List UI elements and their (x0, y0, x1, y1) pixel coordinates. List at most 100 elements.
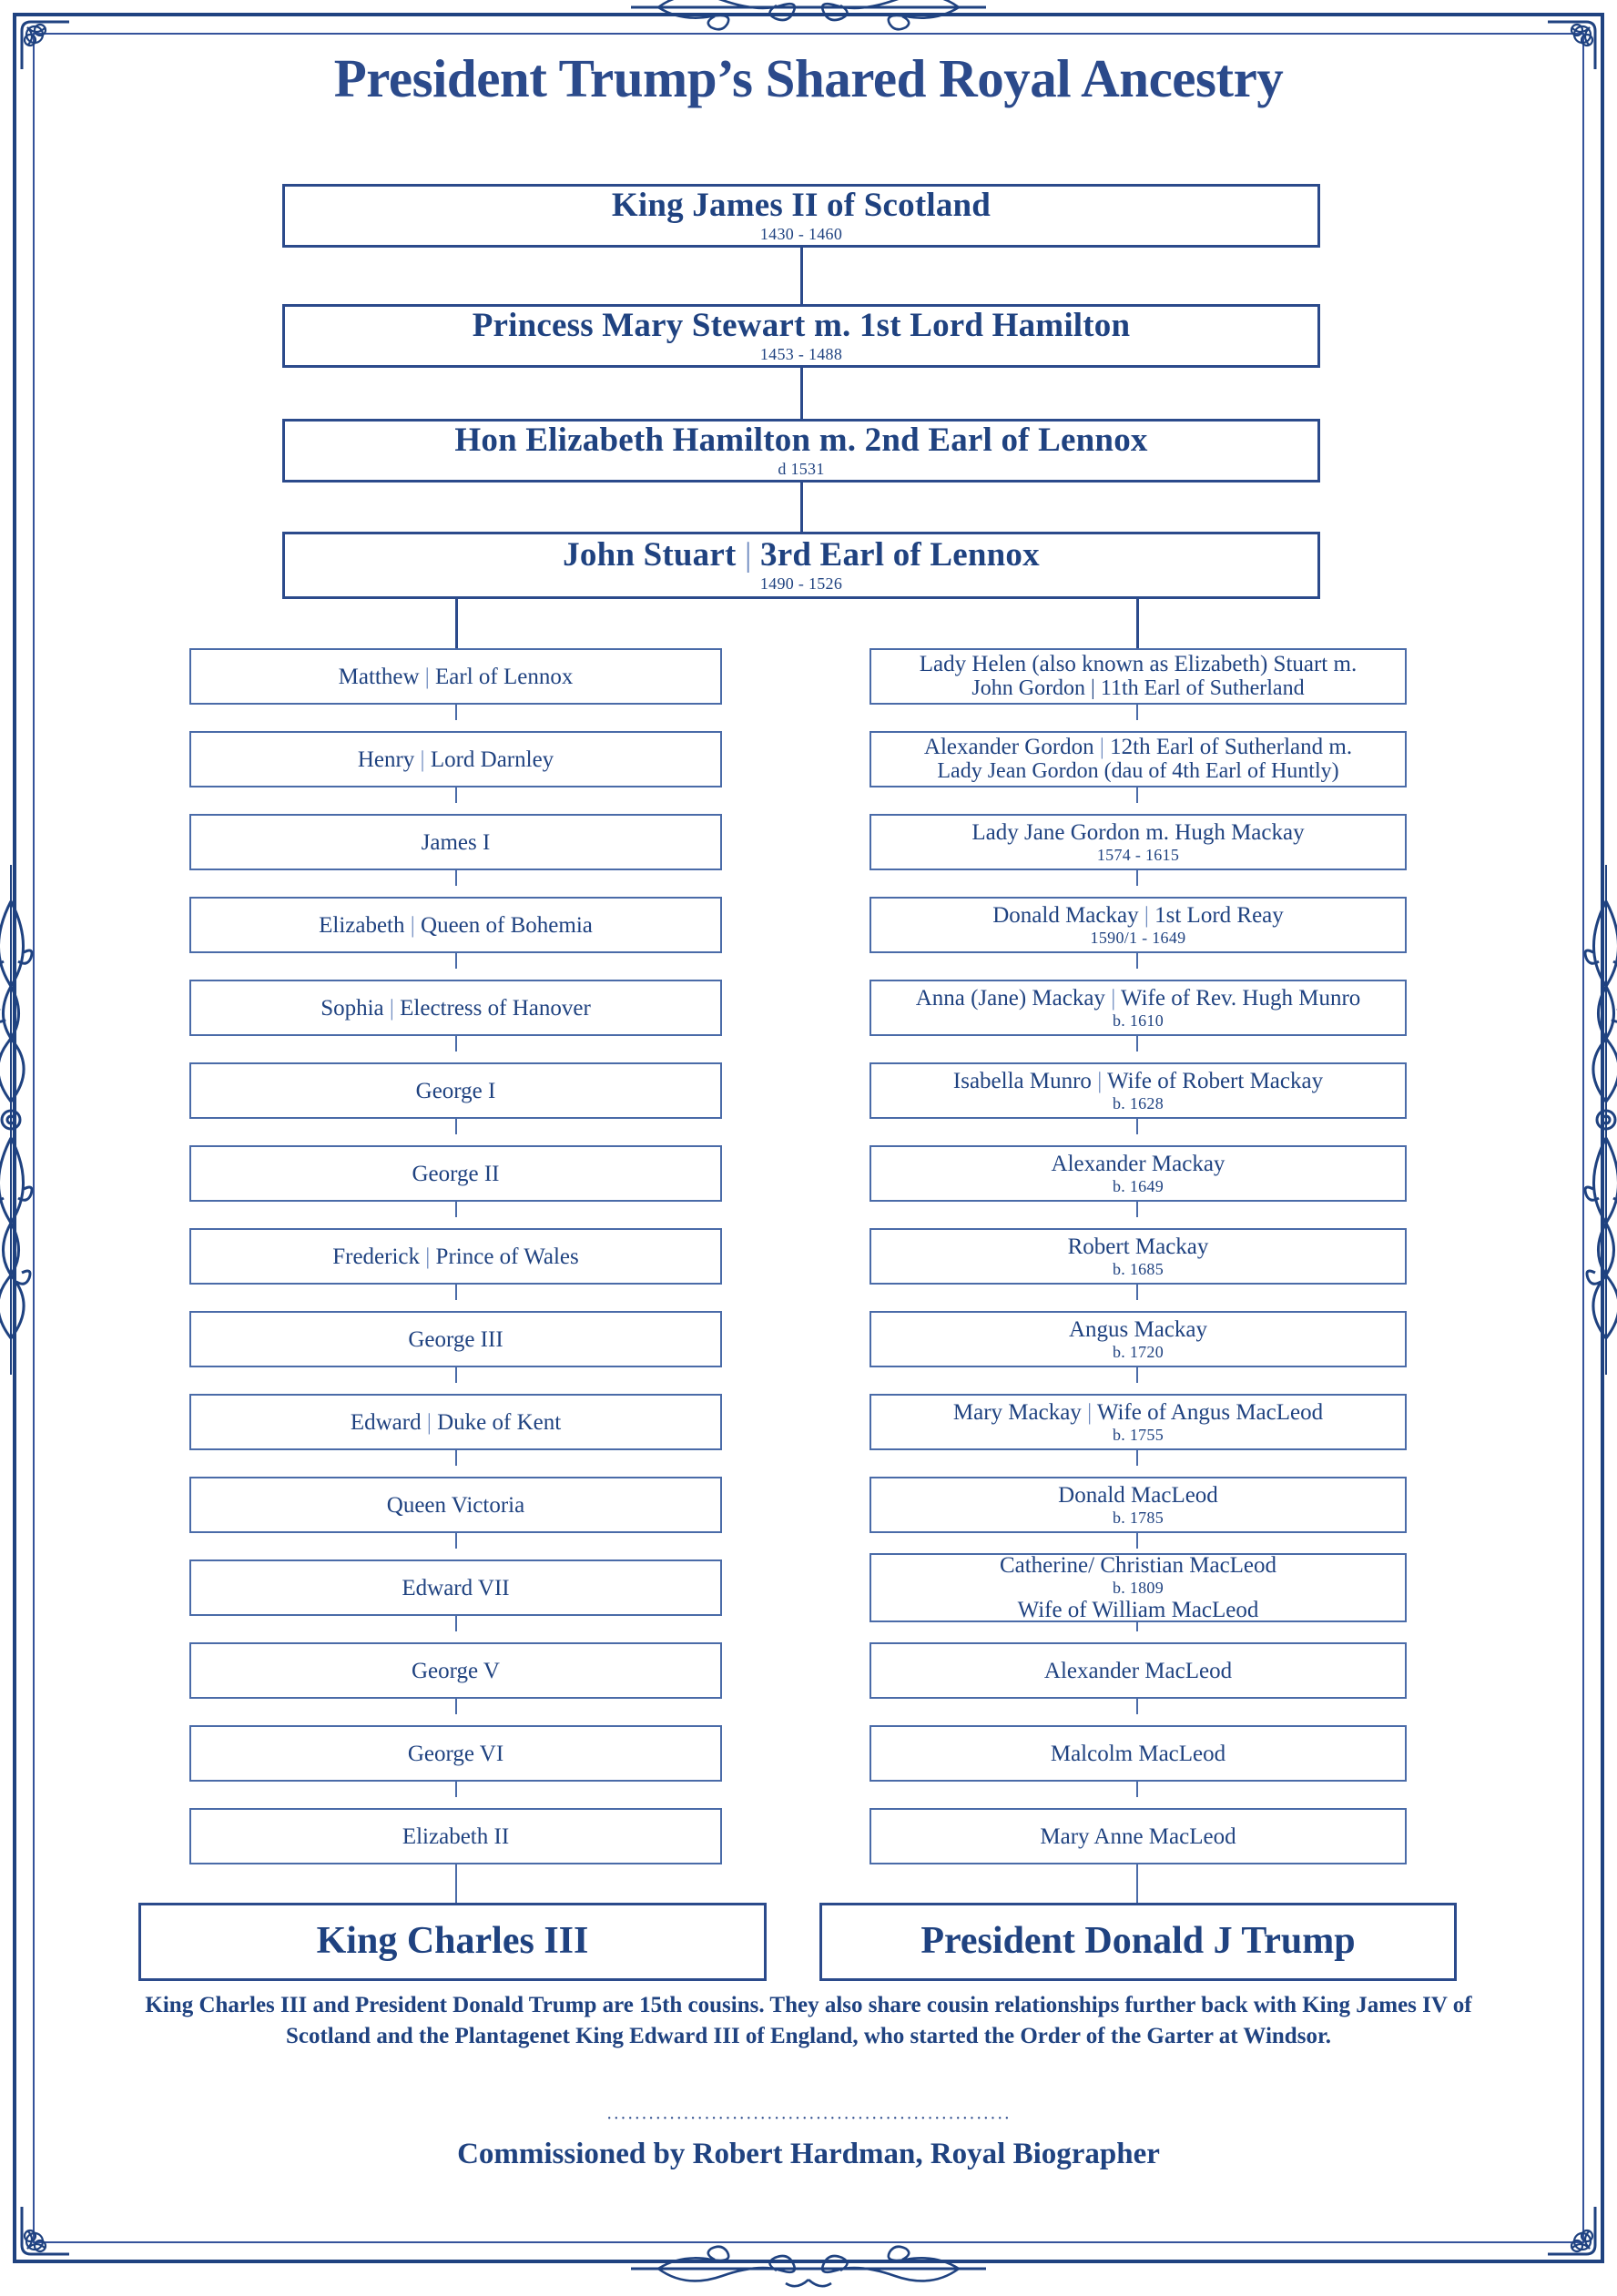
footer-commission: Commissioned by Robert Hardman, Royal Bi… (457, 2138, 1160, 2170)
page-title: President Trump’s Shared Royal Ancestry (333, 48, 1284, 108)
right-name-14: Mary Anne MacLeod (1040, 1824, 1236, 1849)
connector-right-13 (1136, 1782, 1138, 1797)
connector-left-14-final (455, 1864, 457, 1903)
right-box-4: Anna (Jane) Mackay | Wife of Rev. Hugh M… (870, 980, 1407, 1036)
right-box-5: Isabella Munro | Wife of Robert Mackay b… (870, 1062, 1407, 1119)
footer-note: King Charles III and President Donald Tr… (145, 1993, 1472, 2048)
trunk-box-0: King James II of Scotland 1430 - 1460 (282, 184, 1320, 248)
right-name-3: Donald Mackay | 1st Lord Reay (992, 902, 1284, 928)
right-name-1: Alexander Gordon | 12th Earl of Sutherla… (923, 735, 1353, 760)
connector-split-right (1136, 599, 1139, 648)
left-box-11: Edward VII (189, 1559, 722, 1616)
right-dates-5: b. 1628 (1112, 1093, 1164, 1112)
left-name-12: George V (412, 1658, 500, 1683)
right-vine-ornament-icon (1577, 865, 1617, 1375)
connector-left-1 (455, 787, 457, 803)
right-box-8: Angus Mackay b. 1720 (870, 1311, 1407, 1367)
left-box-1: Henry | Lord Darnley (189, 731, 722, 787)
left-name-5: George I (415, 1078, 496, 1103)
left-name-14: Elizabeth II (402, 1824, 510, 1849)
right-name-2: Lady Jane Gordon m. Hugh Mackay (971, 819, 1305, 845)
right-line2-1: Lady Jean Gordon (dau of 4th Earl of Hun… (937, 759, 1339, 784)
connector-right-8 (1136, 1367, 1138, 1383)
right-name-12: Alexander MacLeod (1043, 1658, 1233, 1683)
connector-split-left (455, 599, 458, 648)
connector-right-9 (1136, 1450, 1138, 1466)
outer-frame-border (13, 13, 1604, 2263)
connector-left-0 (455, 705, 457, 720)
right-name-13: Malcolm MacLeod (1050, 1741, 1226, 1766)
right-name-0: Lady Helen (also known as Elizabeth) Stu… (919, 652, 1358, 677)
left-name-10: Queen Victoria (386, 1492, 525, 1518)
left-box-0: Matthew | Earl of Lennox (189, 648, 722, 705)
left-box-7: Frederick | Prince of Wales (189, 1228, 722, 1285)
trunk-name-1: Princess Mary Stewart m. 1st Lord Hamilt… (472, 307, 1131, 345)
connector-right-0 (1136, 705, 1138, 720)
connector-right-5 (1136, 1119, 1138, 1134)
trunk-dates-3: 1490 - 1526 (759, 574, 843, 594)
right-box-10: Donald MacLeod b. 1785 (870, 1477, 1407, 1533)
trunk-dates-0: 1430 - 1460 (759, 225, 843, 244)
connector-trunk-0-1 (800, 248, 803, 306)
right-name-11: Catherine/ Christian MacLeod (999, 1553, 1277, 1579)
connector-left-7 (455, 1285, 457, 1300)
corner-flourish-icon (1544, 2203, 1599, 2258)
right-dates-4: b. 1610 (1112, 1011, 1164, 1030)
footer-divider: ········································… (605, 2108, 1012, 2128)
connector-left-5 (455, 1119, 457, 1134)
left-box-2: James I (189, 814, 722, 870)
right-line2-0: John Gordon | 11th Earl of Sutherland (971, 676, 1305, 701)
corner-flourish-icon (18, 2203, 73, 2258)
right-dates-10: b. 1785 (1112, 1508, 1164, 1527)
right-box-0: Lady Helen (also known as Elizabeth) Stu… (870, 648, 1407, 705)
connector-right-11 (1136, 1622, 1138, 1631)
left-name-11: Edward VII (402, 1575, 510, 1600)
left-name-13: George VI (407, 1741, 504, 1766)
right-box-3: Donald Mackay | 1st Lord Reay 1590/1 - 1… (870, 897, 1407, 953)
connector-left-11 (455, 1616, 457, 1631)
left-vine-ornament-icon (0, 865, 40, 1375)
trunk-name-3: John Stuart | 3rd Earl of Lennox (563, 536, 1040, 574)
connector-right-2 (1136, 870, 1138, 886)
connector-right-3 (1136, 953, 1138, 969)
final-box-charles: King Charles III (138, 1903, 767, 1981)
corner-flourish-icon (18, 18, 73, 73)
connector-trunk-1-2 (800, 368, 803, 421)
final-box-trump: President Donald J Trump (819, 1903, 1457, 1981)
left-box-6: George II (189, 1145, 722, 1202)
trunk-box-2: Hon Elizabeth Hamilton m. 2nd Earl of Le… (282, 419, 1320, 483)
right-name-10: Donald MacLeod (1058, 1482, 1218, 1508)
right-dates-3: 1590/1 - 1649 (1090, 928, 1186, 947)
right-dates-11: b. 1809 (1112, 1579, 1164, 1598)
left-name-1: Henry | Lord Darnley (357, 747, 554, 772)
trunk-dates-2: d 1531 (778, 460, 825, 479)
right-line2-11: Wife of William MacLeod (1017, 1597, 1259, 1622)
right-dates-2: 1574 - 1615 (1096, 845, 1180, 864)
connector-left-9 (455, 1450, 457, 1466)
left-name-9: Edward | Duke of Kent (350, 1409, 562, 1435)
left-box-8: George III (189, 1311, 722, 1367)
left-name-3: Elizabeth | Queen of Bohemia (319, 912, 593, 938)
right-dates-8: b. 1720 (1112, 1342, 1164, 1361)
right-dates-7: b. 1685 (1112, 1259, 1164, 1278)
left-name-6: George II (412, 1161, 500, 1186)
connector-trunk-2-3 (800, 483, 803, 533)
left-name-0: Matthew | Earl of Lennox (338, 664, 574, 689)
connector-left-12 (455, 1699, 457, 1714)
right-name-8: Angus Mackay (1068, 1316, 1208, 1342)
top-scroll-ornament-icon (631, 0, 986, 38)
right-box-2: Lady Jane Gordon m. Hugh Mackay 1574 - 1… (870, 814, 1407, 870)
trunk-box-3: John Stuart | 3rd Earl of Lennox 1490 - … (282, 532, 1320, 599)
right-name-4: Anna (Jane) Mackay | Wife of Rev. Hugh M… (915, 985, 1361, 1011)
right-name-6: Alexander Mackay (1051, 1151, 1225, 1176)
connector-left-4 (455, 1036, 457, 1051)
connector-right-12 (1136, 1699, 1138, 1714)
connector-left-6 (455, 1202, 457, 1217)
inner-frame-border (33, 33, 1584, 2243)
connector-right-4 (1136, 1036, 1138, 1051)
left-name-2: James I (421, 829, 491, 855)
left-box-13: George VI (189, 1725, 722, 1782)
left-name-7: Frederick | Prince of Wales (332, 1244, 579, 1269)
left-box-12: George V (189, 1642, 722, 1699)
